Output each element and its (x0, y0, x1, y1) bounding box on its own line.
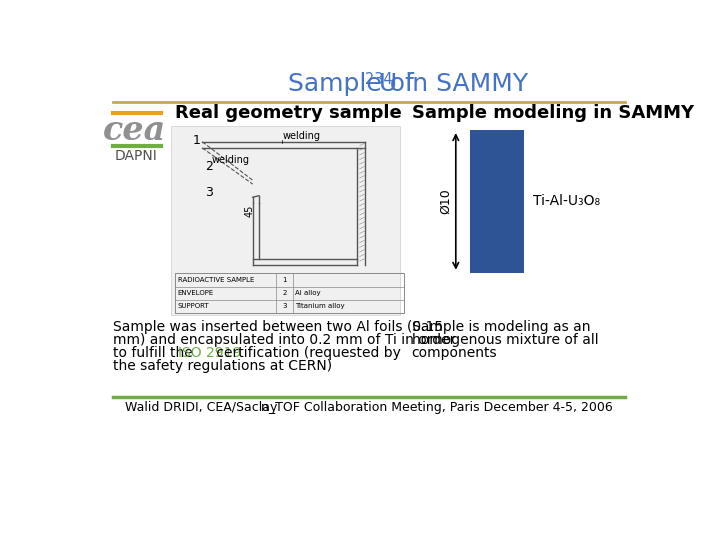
Text: 1: 1 (282, 277, 287, 283)
Text: ISO 2919: ISO 2919 (178, 346, 241, 360)
Text: Walid DRIDI, CEA/Saclay: Walid DRIDI, CEA/Saclay (125, 401, 277, 414)
Text: Sample was inserted between two Al foils (0.15: Sample was inserted between two Al foils… (113, 320, 444, 334)
Text: homogenous mixture of all: homogenous mixture of all (412, 333, 598, 347)
Text: 234: 234 (365, 72, 392, 87)
Text: certification (requested by: certification (requested by (212, 346, 401, 360)
Text: Titanium alloy: Titanium alloy (295, 303, 345, 309)
Text: 2: 2 (282, 290, 287, 296)
Text: 3: 3 (204, 186, 212, 199)
Text: DAPNI: DAPNI (114, 150, 158, 164)
Text: cea: cea (104, 114, 166, 147)
Text: Ti-Al-U₃O₈: Ti-Al-U₃O₈ (534, 194, 600, 208)
Text: Sample modeling in SAMMY: Sample modeling in SAMMY (412, 104, 694, 122)
Text: to fulfill the: to fulfill the (113, 346, 197, 360)
Bar (469, 130, 524, 273)
Text: Sample is modeling as an: Sample is modeling as an (412, 320, 590, 334)
Text: ENVELOPE: ENVELOPE (178, 290, 214, 296)
Text: RADIOACTIVE SAMPLE: RADIOACTIVE SAMPLE (178, 277, 254, 283)
Text: welding: welding (282, 131, 320, 141)
Text: Real geometry sample: Real geometry sample (175, 104, 402, 122)
Text: the safety regulations at CERN): the safety regulations at CERN) (113, 359, 333, 373)
Text: n_TOF Collaboration Meeting, Paris December 4-5, 2006: n_TOF Collaboration Meeting, Paris Decem… (261, 401, 613, 414)
Text: Al alloy: Al alloy (295, 290, 321, 296)
Text: 45: 45 (245, 205, 255, 217)
Text: Ø10: Ø10 (439, 188, 452, 214)
Text: components: components (412, 346, 498, 360)
Text: Sample of: Sample of (287, 72, 421, 96)
Bar (175, 273, 404, 313)
Text: U in SAMMY: U in SAMMY (379, 72, 528, 96)
Bar (171, 126, 400, 315)
Text: 2: 2 (204, 160, 212, 173)
Text: welding: welding (212, 156, 250, 165)
Text: 1: 1 (193, 134, 201, 147)
Text: mm) and encapsulated into 0.2 mm of Ti in order: mm) and encapsulated into 0.2 mm of Ti i… (113, 333, 456, 347)
Text: SUPPORT: SUPPORT (178, 303, 210, 309)
Text: 3: 3 (282, 303, 287, 309)
